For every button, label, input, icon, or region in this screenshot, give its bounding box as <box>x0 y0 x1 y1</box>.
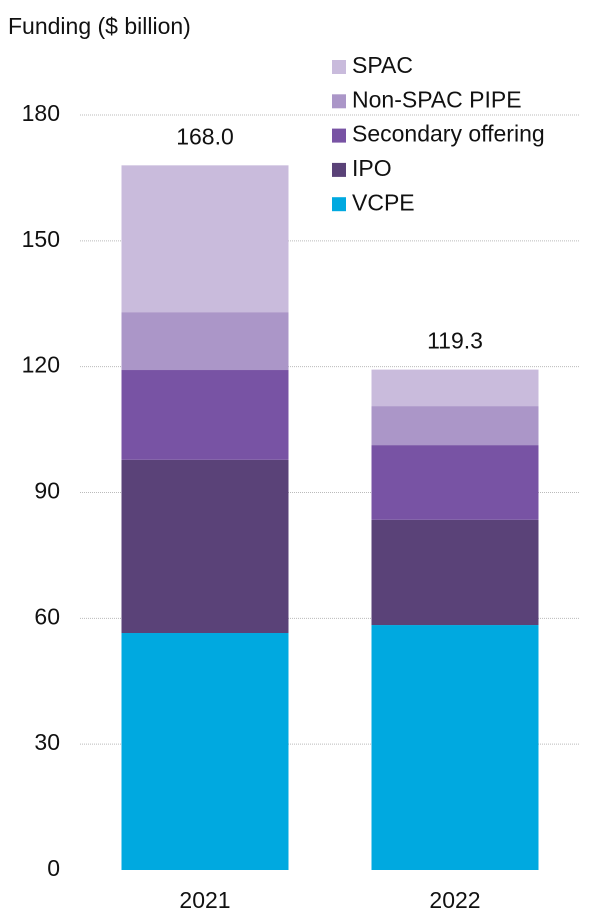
bar-segment <box>371 406 539 446</box>
y-tick-label: 180 <box>22 100 60 126</box>
legend-label: IPO <box>352 155 392 181</box>
y-tick-label: 150 <box>22 226 60 252</box>
bar-segment <box>121 312 289 371</box>
legend-swatch <box>332 128 346 143</box>
legend-label: SPAC <box>352 52 413 78</box>
legend-swatch <box>332 197 346 212</box>
bar-segment <box>121 165 289 313</box>
legend-label: VCPE <box>352 189 415 215</box>
x-tick-label: 2022 <box>429 887 480 913</box>
y-tick-label: 120 <box>22 352 60 378</box>
bar-segment <box>371 445 539 520</box>
bar-segment <box>371 625 539 870</box>
x-tick-label: 2021 <box>179 887 230 913</box>
legend-label: Non-SPAC PIPE <box>352 86 522 112</box>
legend-label: Secondary offering <box>352 121 545 147</box>
y-tick-label: 90 <box>34 478 60 504</box>
y-tick-label: 0 <box>47 855 60 881</box>
y-tick-label: 60 <box>34 603 60 629</box>
total-label: 168.0 <box>176 123 234 149</box>
bar-segment <box>121 633 289 870</box>
y-tick-label: 30 <box>34 729 60 755</box>
bar-segment <box>121 459 289 634</box>
legend-swatch <box>332 162 346 177</box>
legend-swatch <box>332 60 346 74</box>
bar-segment <box>371 519 539 626</box>
axis-title: Funding ($ billion) <box>8 13 191 39</box>
total-label: 119.3 <box>427 328 483 354</box>
bar-segment <box>121 370 289 460</box>
legend-swatch <box>332 94 346 109</box>
bar-segment <box>371 369 539 407</box>
